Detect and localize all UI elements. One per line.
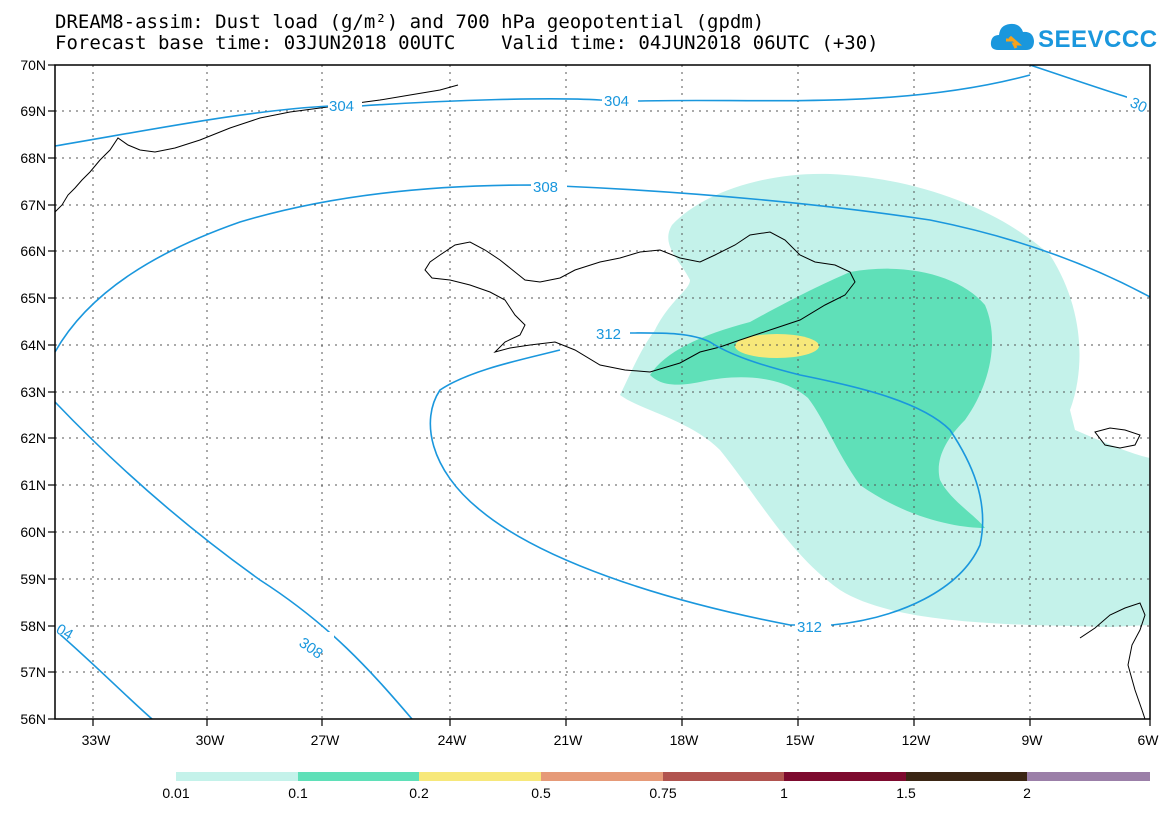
scotland-coast	[1079, 602, 1146, 720]
contour-304-north	[54, 64, 1131, 147]
lat-label: 68N	[20, 150, 46, 166]
contour-label: 304	[604, 93, 629, 110]
lon-label: 18W	[669, 732, 699, 748]
lat-label: 63N	[20, 384, 46, 400]
colorbar-segment	[1027, 772, 1150, 781]
colorbar-segment	[906, 772, 1027, 781]
contour-label: 312	[596, 326, 621, 343]
colorbar-label: 0.01	[162, 785, 190, 801]
contour-label-backgrounds	[55, 90, 1150, 652]
graticule	[55, 65, 1150, 719]
colorbar-label: 2	[1023, 785, 1031, 801]
colorbar-segment	[663, 772, 784, 781]
lat-label: 69N	[20, 103, 46, 119]
lat-label: 66N	[20, 243, 46, 259]
logo-text: SEEVCCC	[1038, 26, 1158, 53]
colorbar-segment	[176, 772, 298, 781]
colorbar-segment	[541, 772, 663, 781]
lon-label: 27W	[310, 732, 340, 748]
lon-label: 12W	[901, 732, 931, 748]
colorbar-label: 0.5	[531, 785, 551, 801]
lat-label: 58N	[20, 618, 46, 634]
colorbar-label: 1.5	[896, 785, 916, 801]
lat-label: 59N	[20, 571, 46, 587]
lon-label: 33W	[81, 732, 111, 748]
lat-label: 70N	[20, 57, 46, 73]
seevccc-logo: SEEVCCC	[990, 20, 1160, 60]
lat-label: 62N	[20, 430, 46, 446]
contour-304-south	[54, 629, 153, 720]
axis-ticks	[48, 64, 1151, 726]
colorbar-segment	[419, 772, 541, 781]
lon-label: 15W	[785, 732, 815, 748]
dust-region-mid	[650, 268, 993, 528]
lat-label: 67N	[20, 197, 46, 213]
lon-label: 21W	[553, 732, 583, 748]
lon-label: 24W	[437, 732, 467, 748]
colorbar-label: 0.75	[649, 785, 677, 801]
lat-label: 65N	[20, 290, 46, 306]
lat-label: 56N	[20, 711, 46, 727]
forecast-times: Forecast base time: 03JUN2018 00UTC Vali…	[55, 32, 879, 54]
cloud-icon	[990, 23, 1034, 50]
contour-label: 30	[1127, 94, 1149, 116]
contour-label: 308	[533, 179, 558, 196]
lat-label: 61N	[20, 477, 46, 493]
colorbar-segment	[784, 772, 906, 781]
colorbar-label: 0.1	[288, 785, 308, 801]
iceland-coast	[424, 231, 856, 373]
colorbar-label: 1	[780, 785, 788, 801]
lon-label: 30W	[195, 732, 225, 748]
map-title: DREAM8-assim: Dust load (g/m²) and 700 h…	[55, 11, 765, 33]
contour-312	[429, 332, 984, 626]
colorbar-label: 0.2	[409, 785, 429, 801]
lon-label: 6W	[1137, 732, 1159, 748]
lat-label: 57N	[20, 664, 46, 680]
contour-label: 04	[53, 621, 76, 644]
lon-label: 9W	[1021, 732, 1043, 748]
contour-308-south	[54, 401, 413, 720]
contour-label: 304	[329, 98, 354, 115]
faroe-islands	[1094, 427, 1141, 449]
lat-label: 60N	[20, 524, 46, 540]
lat-label: 64N	[20, 337, 46, 353]
contour-label: 312	[797, 619, 822, 636]
colorbar-segment	[298, 772, 419, 781]
